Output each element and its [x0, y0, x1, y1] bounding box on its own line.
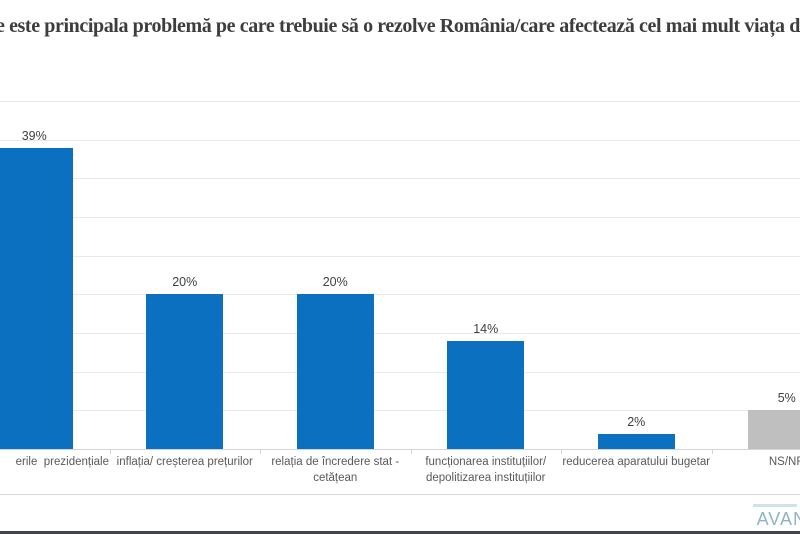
- category-label: relația de încredere stat - cetățean: [271, 456, 400, 484]
- logo-tagline-mark: [753, 504, 797, 507]
- gridline: [0, 217, 800, 219]
- bar: [748, 410, 800, 449]
- gridline: [0, 178, 800, 180]
- x-axis-tick: [561, 450, 562, 454]
- bar-value-label: 2%: [627, 414, 646, 429]
- bottom-edge-rule: [0, 531, 800, 534]
- bar-value-label: 20%: [322, 275, 348, 290]
- category-label: erile prezidențiale: [15, 456, 109, 468]
- category-label: reducerea aparatului bugetar: [562, 456, 711, 468]
- x-axis-tick: [410, 450, 412, 454]
- x-axis-tick: [109, 450, 111, 454]
- bar-value-label: 14%: [473, 321, 499, 336]
- category-label: funcționarea instituțiilor/ depolitizare…: [425, 456, 547, 484]
- bar: [0, 147, 73, 449]
- x-axis-line: [0, 449, 800, 450]
- category-label: inflația/ creșterea prețurilor: [116, 456, 253, 468]
- avangarde-logo: AVAN: [753, 504, 800, 530]
- gridline: [0, 101, 800, 103]
- bar: [447, 340, 525, 449]
- gridline: [0, 255, 800, 257]
- chart-bottom-border: [0, 494, 800, 495]
- gridline: [0, 333, 800, 335]
- bar: [296, 294, 374, 449]
- bar-value-label: 5%: [777, 391, 796, 406]
- chart-title: e este principala problemă pe care trebu…: [0, 15, 800, 37]
- x-axis-tick: [711, 450, 713, 454]
- gridline: [0, 371, 800, 373]
- gridline: [0, 410, 800, 412]
- bar-value-label: 39%: [21, 128, 47, 143]
- gridline: [0, 294, 800, 296]
- bar: [597, 433, 675, 449]
- bar-value-label: 20%: [172, 275, 198, 290]
- x-axis-tick: [260, 450, 261, 454]
- logo-wordmark: AVAN: [756, 509, 800, 529]
- category-label: NS/NR: [768, 456, 800, 468]
- bar: [146, 294, 224, 449]
- gridline: [0, 139, 800, 141]
